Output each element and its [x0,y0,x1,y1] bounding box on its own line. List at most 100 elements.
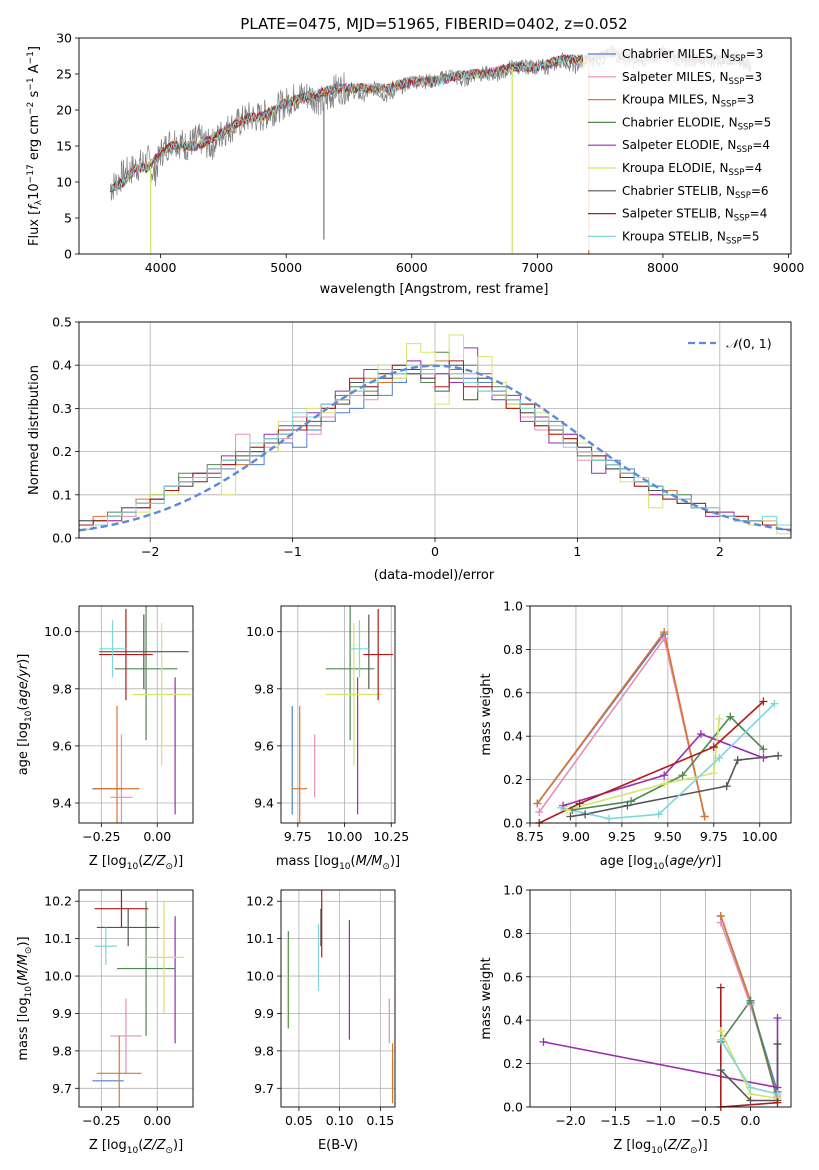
legend-label: Chabrier MILES, NSSP=3 [622,47,763,64]
y-tick-label: 10.2 [44,894,72,909]
histogram-series [79,364,791,538]
weight-marker [678,771,687,780]
weight-marker [709,769,718,778]
weight-marker [773,1098,782,1107]
weight-marker [746,1083,755,1092]
plot-area [79,334,791,538]
axes-frame [78,37,792,255]
weight-marker [773,1089,782,1098]
weight-marker [566,812,575,821]
x-tick-label: 10.00 [327,829,363,844]
x-axis-label: Z [log10(Z/Z⊙)] [89,1138,183,1156]
weight-marker [562,805,571,814]
y-axis-label: age [log10(age/yr)] [16,654,34,776]
legend-label: Kroupa ELODIE, NSSP=4 [622,161,762,178]
weight-marker [774,751,783,760]
x-tick-label: 9.25 [608,829,636,844]
weight-series-line [566,718,721,811]
y-tick-label: 0.4 [52,358,72,373]
y-tick-label: 9.9 [254,1006,274,1021]
x-tick-label: 9.75 [284,829,312,844]
weight-marker [660,628,669,637]
legend-label: Kroupa STELIB, NSSP=5 [622,229,760,246]
weight-marker [773,1014,782,1023]
weight-marker [539,1037,548,1046]
x-tick-label: −1.5 [600,1113,630,1128]
legend-label: Salpeter ELODIE, NSSP=4 [622,138,770,155]
y-axis-label: mass weight [479,957,494,1039]
weight-marker [709,743,718,752]
y-tick-label: 0.4 [503,729,523,744]
y-tick-label: 10.0 [44,624,72,639]
legend-label: Salpeter STELIB, NSSP=4 [622,207,767,224]
x-axis-label: wavelength [Angstrom, rest frame] [320,282,549,297]
x-tick-label: 5000 [270,260,302,275]
x-axis-label: E(B-V) [318,1138,358,1153]
weight-marker [716,983,725,992]
x-axis-label: (data-model)/error [374,568,495,583]
residual-histogram-panel: −2 −1 0 1 2 0.0 0.1 0.2 0.3 0.4 0.5 𝒩(0, 1) (data-mo… [27,315,792,583]
y-tick-label: 0.0 [503,1100,523,1115]
x-tick-label: 10.00 [742,829,778,844]
x-tick-label: 8000 [647,260,679,275]
plot-area [286,890,394,1104]
y-tick-label: 0.1 [52,487,72,502]
legend-background [583,44,787,250]
y-tick-label: 10 [56,175,72,190]
weight-marker [715,714,724,723]
spectrum-panel: 4000 5000 6000 7000 8000 9000 0 5 10 15 20 25 30 wave… [26,31,804,298]
age-vs-mass-panel: 9.75 10.00 10.25 9.4 9.6 9.8 10.0 mass [log10(M… [246,605,409,872]
x-tick-label: 9.75 [700,829,728,844]
x-axis-label: Z [log10(Z/Z⊙)] [613,1138,707,1156]
y-tick-label: 10.0 [246,624,274,639]
weight-marker [627,797,636,806]
y-tick-label: 1.0 [503,883,523,898]
y-axis-label: Flux [fλ10−17 erg cm−2 s−1 A−1] [26,46,44,246]
x-tick-label: 0.15 [366,1113,394,1128]
x-tick-label: 0.00 [143,1113,171,1128]
histogram-series [79,364,791,538]
weight-series-line [536,632,706,817]
weight-marker [660,771,669,780]
y-tick-label: 0.0 [52,531,72,546]
x-axis-label: Z [log10(Z/Z⊙)] [89,854,183,872]
y-tick-label: 0.6 [503,969,523,984]
figure-title: PLATE=0475, MJD=51965, FIBERID=0402, z=0… [240,15,627,33]
weight-marker [575,799,584,808]
y-tick-label: 0.0 [503,816,523,831]
weight-marker [759,753,768,762]
y-tick-label: 30 [56,31,72,46]
weight-vs-age-panel: 8.75 9.00 9.25 9.50 9.75 10.00 0.0 0.2 0.4 0.6 0.8… [479,599,792,872]
weight-marker [605,814,614,823]
weight-marker [716,1035,725,1044]
weight-marker [696,730,705,739]
plot-area [92,606,191,823]
x-tick-label: 0.00 [143,829,171,844]
weight-marker [700,812,709,821]
weight-marker [654,810,663,819]
x-tick-label: −0.25 [82,829,120,844]
axes-frame [78,889,194,1108]
y-tick-label: 20 [56,103,72,118]
weight-marker [533,799,542,808]
y-tick-label: 9.6 [52,738,72,753]
x-tick-label: −0.5 [690,1113,720,1128]
legend-label: Kroupa MILES, NSSP=3 [622,93,754,110]
x-tick-label: 8.75 [516,829,544,844]
y-tick-label: 10.2 [246,894,274,909]
y-tick-label: 9.7 [254,1081,274,1096]
y-tick-label: 0.8 [503,642,523,657]
legend-label: 𝒩(0, 1) [726,336,772,351]
weight-marker [716,1066,725,1075]
y-tick-label: 9.7 [52,1081,72,1096]
weight-marker [722,782,731,791]
x-axis-label: age [log10(age/yr)] [600,854,722,872]
y-axis-label: Normed distribution [27,365,42,495]
x-tick-label: 10.25 [373,829,409,844]
axes-frame [529,605,792,824]
weight-marker [746,996,755,1005]
weight-marker [660,779,669,788]
y-tick-label: 10.0 [44,969,72,984]
x-tick-label: 0.05 [285,1113,313,1128]
